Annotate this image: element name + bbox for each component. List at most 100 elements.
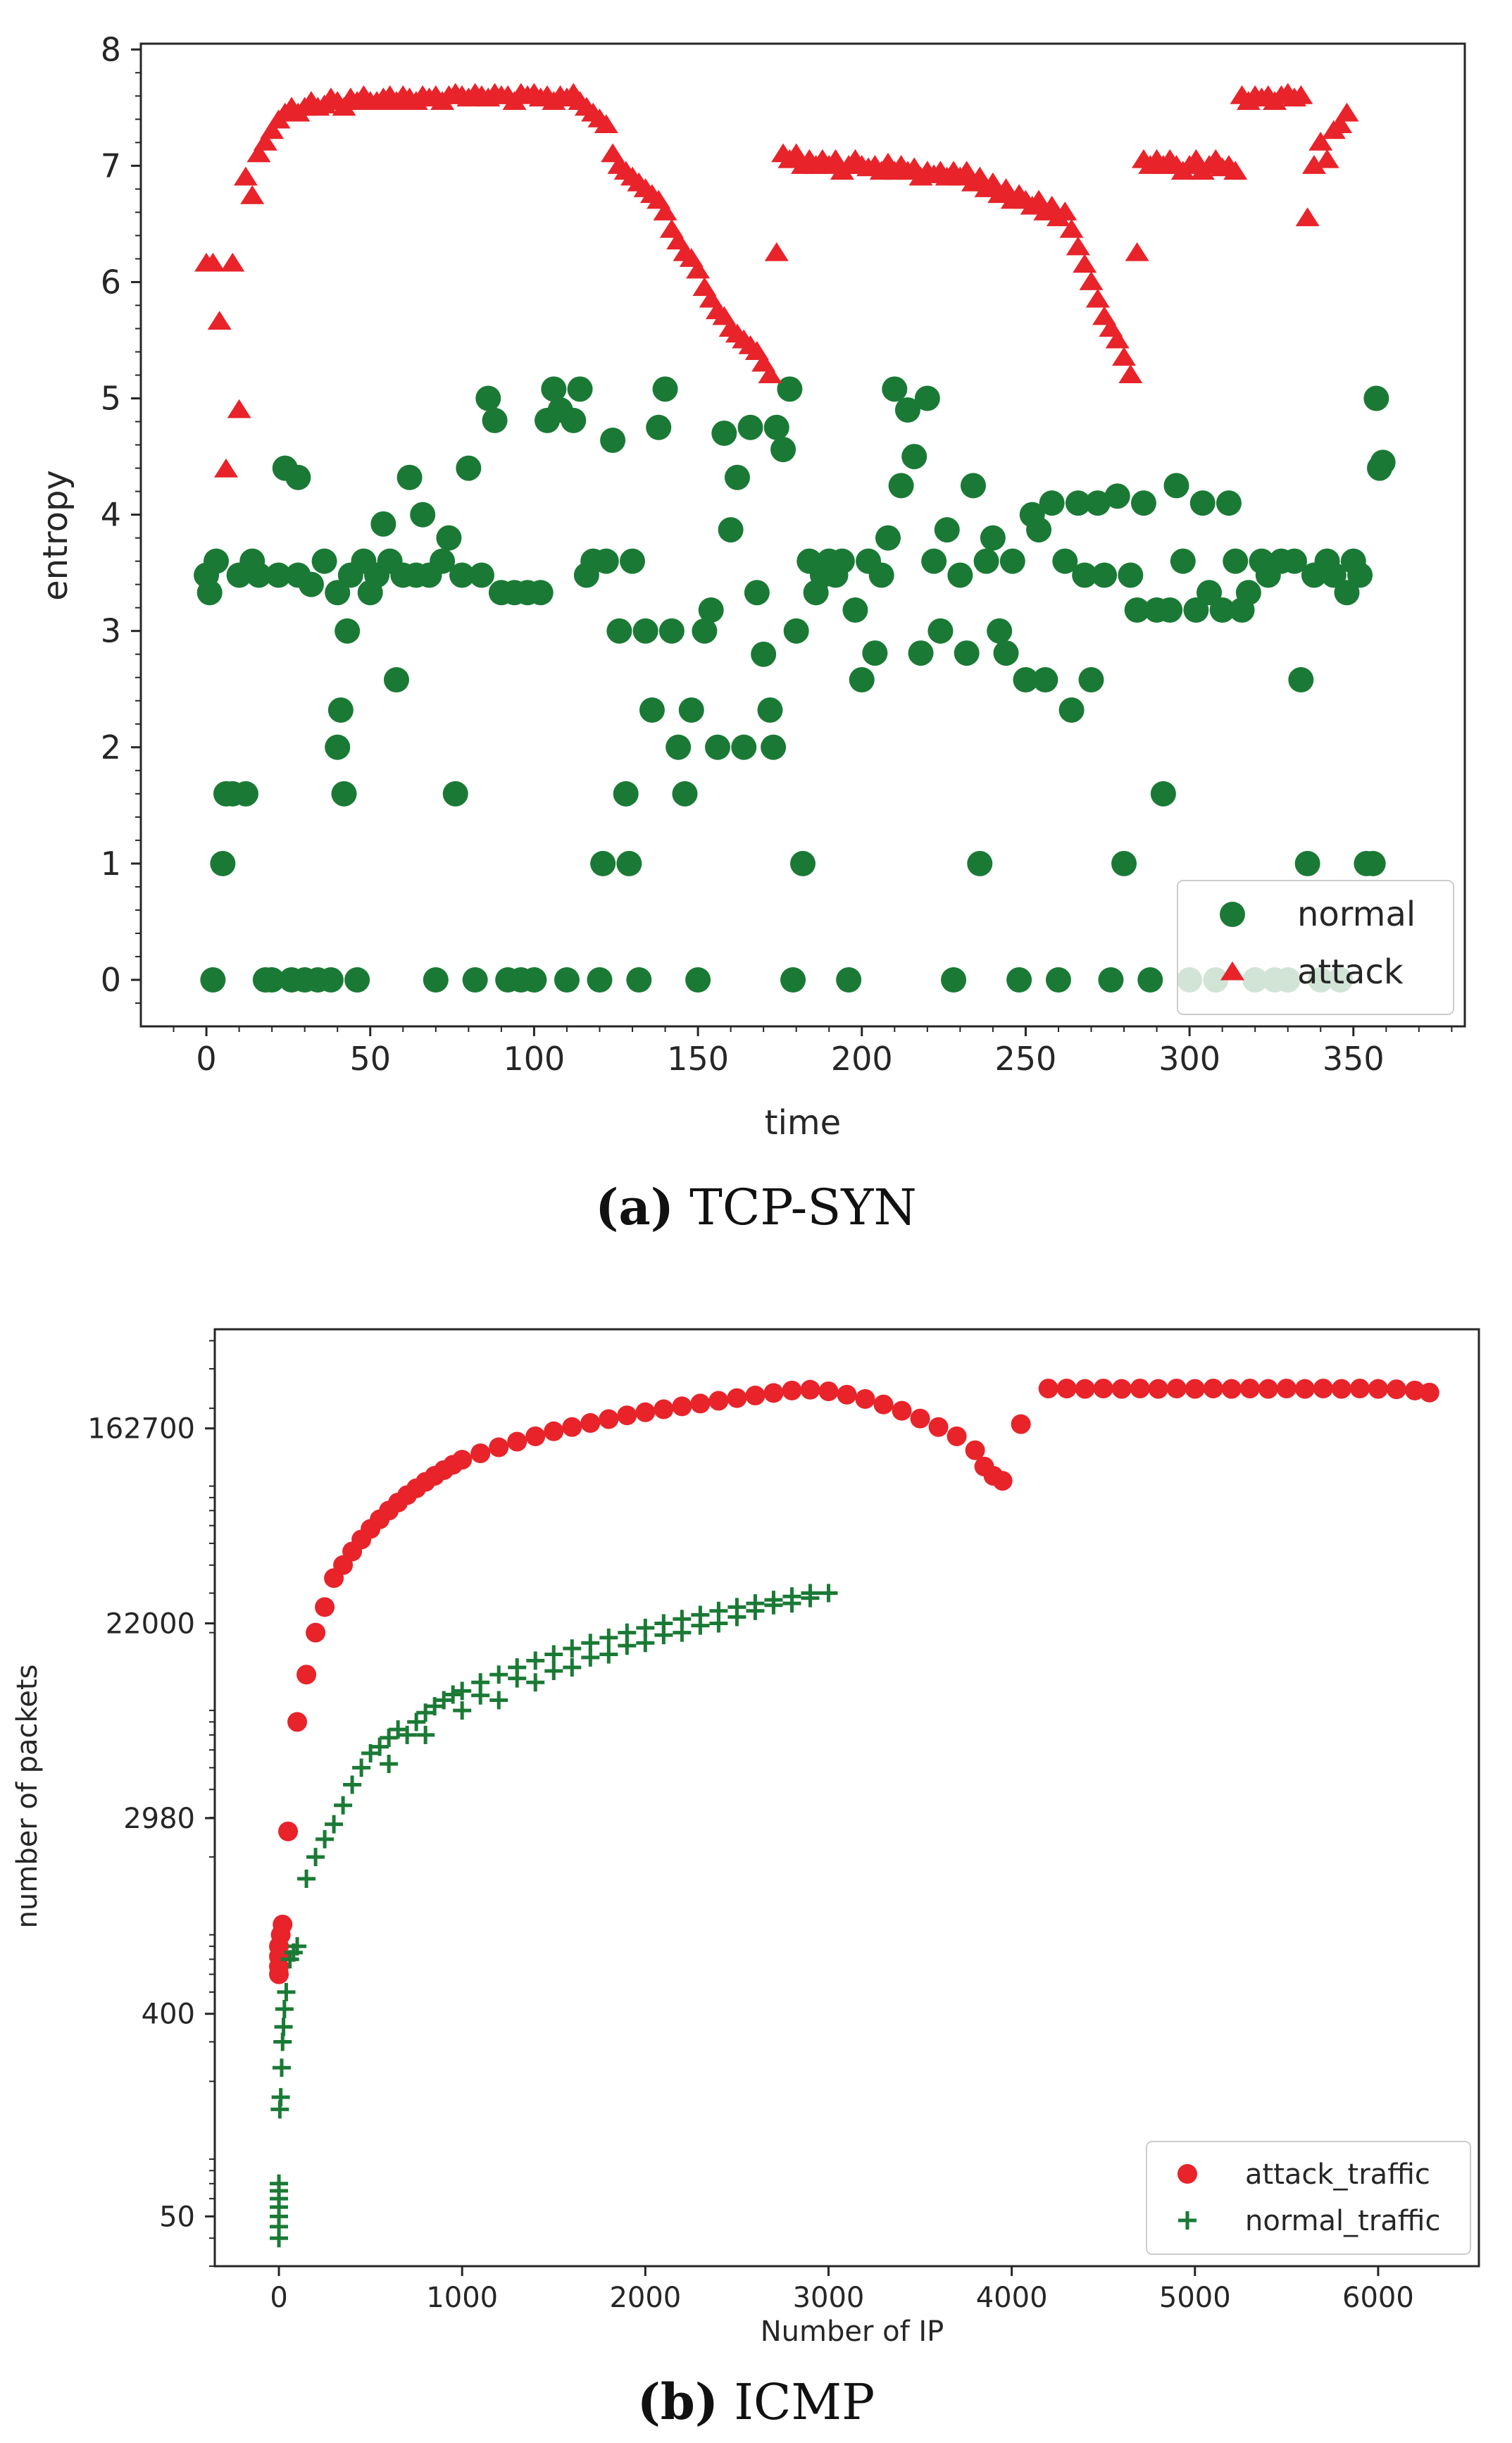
point-normal bbox=[462, 966, 488, 993]
point-attack-traffic bbox=[1239, 1379, 1260, 1399]
x-tick-label-b: 3000 bbox=[793, 2282, 865, 2314]
point-attack bbox=[240, 185, 265, 204]
point-attack-traffic bbox=[1075, 1379, 1095, 1399]
point-attack-traffic bbox=[525, 1426, 546, 1446]
series-normal-traffic bbox=[270, 1584, 838, 2248]
point-normal-traffic bbox=[801, 1589, 820, 1608]
caption-b-label: (b) bbox=[637, 2373, 718, 2431]
point-normal bbox=[541, 376, 567, 402]
point-attack-traffic bbox=[278, 1821, 299, 1841]
point-normal bbox=[1092, 562, 1118, 588]
point-normal bbox=[1163, 473, 1189, 499]
point-attack bbox=[1066, 236, 1090, 256]
point-attack-traffic bbox=[1331, 1379, 1351, 1399]
point-attack-traffic bbox=[1148, 1379, 1168, 1399]
point-attack-traffic bbox=[470, 1443, 491, 1464]
point-attack bbox=[1295, 207, 1320, 227]
point-normal bbox=[200, 966, 226, 993]
point-normal bbox=[894, 397, 920, 423]
point-attack-traffic bbox=[1419, 1382, 1439, 1403]
point-attack bbox=[594, 114, 618, 134]
point-attack-traffic bbox=[1294, 1379, 1315, 1399]
point-attack-traffic bbox=[1130, 1379, 1150, 1399]
point-normal bbox=[590, 850, 616, 876]
point-normal-traffic bbox=[526, 1651, 545, 1670]
point-attack bbox=[1112, 347, 1137, 366]
point-attack bbox=[653, 201, 677, 220]
point-normal bbox=[921, 548, 947, 574]
point-attack bbox=[1315, 149, 1339, 168]
point-attack-traffic bbox=[1404, 1380, 1425, 1400]
point-normal bbox=[318, 966, 344, 993]
point-attack bbox=[201, 252, 225, 272]
point-normal-traffic bbox=[636, 1634, 655, 1653]
point-normal-traffic bbox=[380, 1754, 399, 1773]
y-tick-label-a: 2 bbox=[101, 728, 121, 766]
chart-icmp: 0 1000 2000 3000 4000 5000 6000 50 400 2980 22000 1… bbox=[11, 1328, 1480, 2348]
y-tick-label-a: 1 bbox=[101, 845, 121, 883]
point-normal bbox=[210, 850, 236, 876]
point-normal bbox=[456, 455, 482, 481]
ylabel-b: number of packets bbox=[11, 1665, 44, 1929]
y-tick-label-b: 162700 bbox=[87, 1413, 195, 1446]
point-normal bbox=[678, 697, 704, 723]
point-normal-traffic bbox=[389, 1720, 408, 1739]
point-normal bbox=[914, 385, 940, 411]
point-normal-traffic bbox=[271, 2088, 290, 2107]
point-attack bbox=[1053, 201, 1077, 220]
x-tick-label-a: 150 bbox=[667, 1040, 729, 1078]
point-normal bbox=[646, 414, 672, 440]
x-tick-label-a: 50 bbox=[349, 1040, 391, 1078]
point-normal-traffic bbox=[416, 1703, 435, 1722]
legend-label-attack-traffic: attack_traffic bbox=[1245, 2158, 1430, 2191]
point-attack-traffic bbox=[315, 1597, 335, 1617]
legend-label-attack: attack bbox=[1297, 952, 1404, 992]
point-normal bbox=[298, 571, 324, 597]
point-normal-traffic bbox=[727, 1608, 746, 1627]
point-normal-traffic bbox=[325, 1815, 344, 1834]
point-normal bbox=[1150, 781, 1176, 807]
point-normal bbox=[960, 473, 986, 499]
point-normal-traffic bbox=[709, 1614, 728, 1633]
point-normal-traffic bbox=[489, 1665, 508, 1684]
point-normal bbox=[554, 966, 580, 993]
point-attack-traffic bbox=[1368, 1379, 1388, 1399]
point-attack bbox=[1059, 218, 1084, 238]
point-normal-traffic bbox=[453, 1681, 472, 1701]
point-normal bbox=[265, 562, 292, 588]
point-attack-traffic bbox=[763, 1383, 784, 1403]
point-attack-traffic bbox=[1093, 1379, 1113, 1399]
point-attack-traffic bbox=[544, 1421, 564, 1441]
point-normal bbox=[1085, 490, 1111, 516]
point-normal bbox=[1183, 597, 1209, 623]
point-normal bbox=[1013, 667, 1039, 693]
point-attack bbox=[1308, 132, 1333, 151]
point-attack-traffic bbox=[617, 1405, 637, 1426]
point-normal bbox=[1065, 490, 1091, 516]
point-attack-traffic bbox=[745, 1386, 766, 1406]
point-normal bbox=[383, 667, 409, 693]
point-normal-traffic bbox=[599, 1628, 618, 1647]
point-normal-traffic bbox=[508, 1669, 527, 1688]
point-normal-traffic bbox=[526, 1673, 545, 1692]
chart-tcp-syn: 0 50 100 150 200 250 300 350 0 1 2 3 4 5 6 7 8 time entr… bbox=[36, 30, 1466, 1143]
point-normal bbox=[482, 407, 508, 433]
legend-a: normal attack bbox=[1177, 880, 1454, 1015]
point-attack bbox=[227, 399, 251, 418]
point-attack-traffic bbox=[873, 1394, 894, 1415]
point-normal bbox=[1197, 580, 1223, 606]
x-tick-label-b: 6000 bbox=[1342, 2282, 1414, 2314]
x-tick-label-a: 0 bbox=[196, 1040, 216, 1078]
point-attack-traffic bbox=[1276, 1379, 1297, 1399]
point-attack-traffic bbox=[672, 1396, 692, 1417]
legend-label-normal: normal bbox=[1297, 895, 1416, 934]
y-tick-label-b: 50 bbox=[159, 2201, 195, 2233]
x-tick-label-b: 5000 bbox=[1159, 2282, 1231, 2314]
point-normal bbox=[1045, 966, 1071, 993]
point-normal bbox=[1052, 548, 1078, 574]
point-normal bbox=[1130, 490, 1156, 516]
point-attack bbox=[246, 143, 271, 163]
point-attack-traffic bbox=[1203, 1379, 1223, 1399]
point-normal bbox=[1039, 490, 1065, 516]
point-normal bbox=[626, 966, 652, 993]
